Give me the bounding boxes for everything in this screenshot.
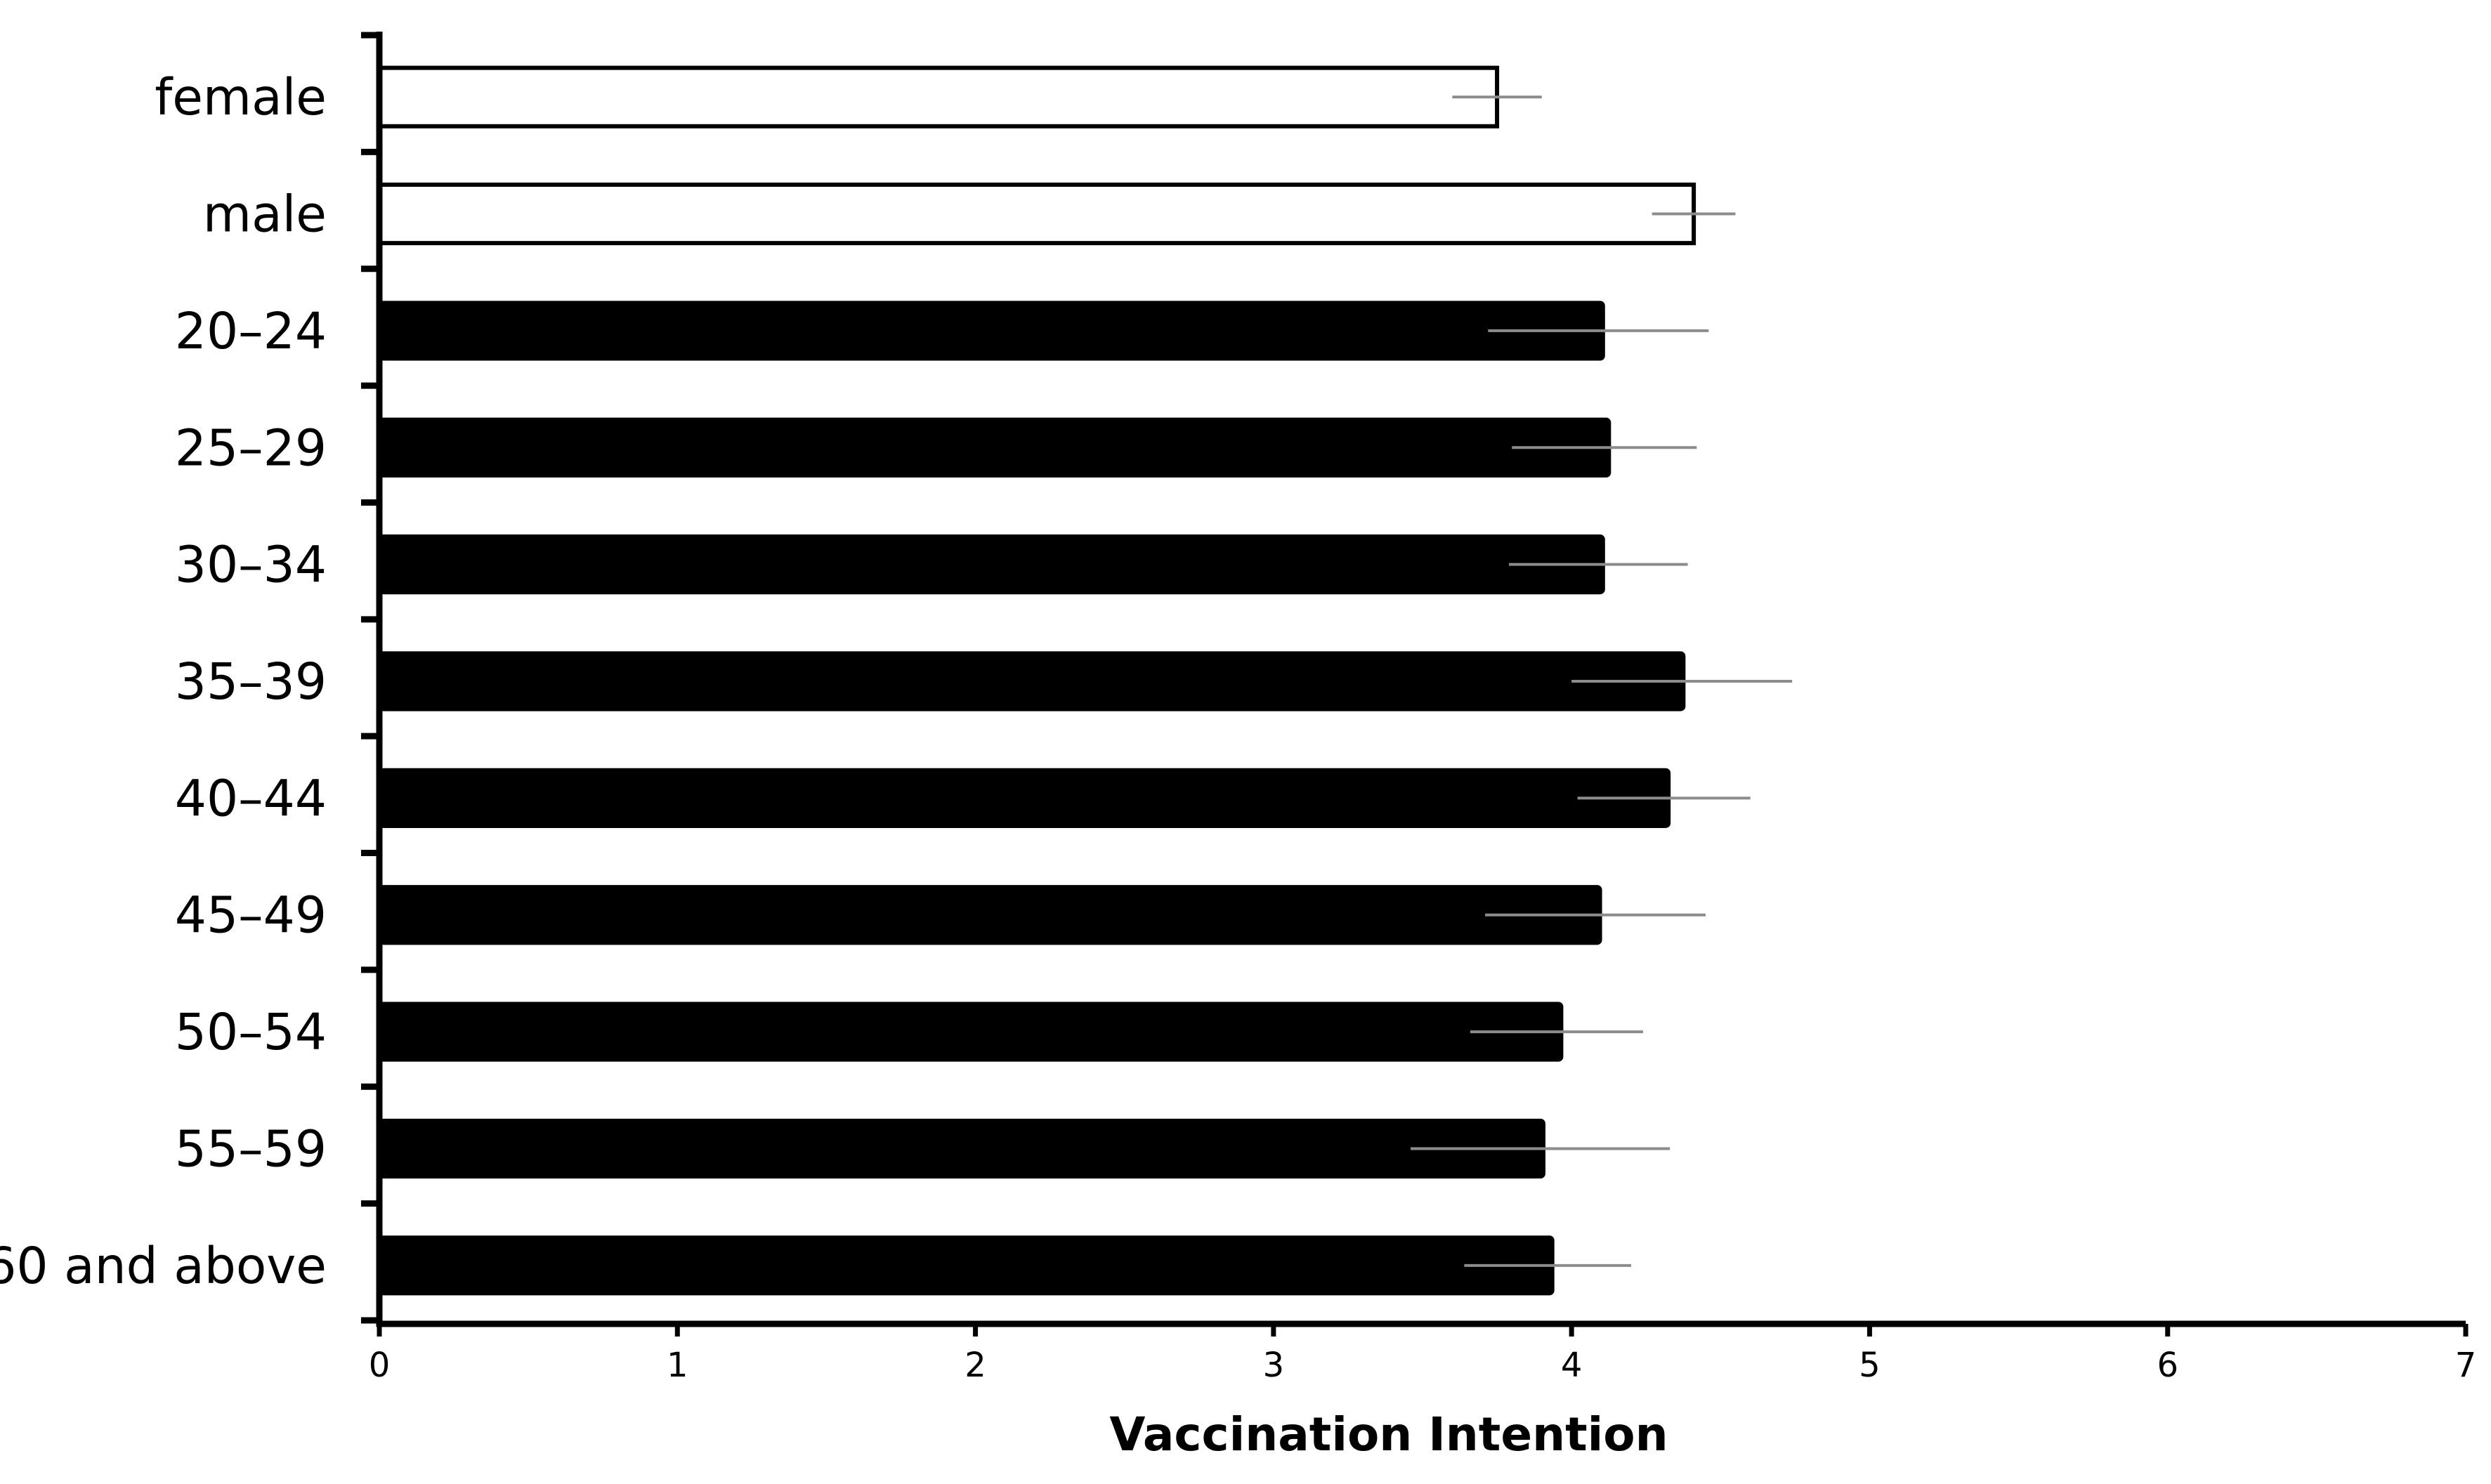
- error-bars-layer: [1411, 96, 1793, 1267]
- x-tick-label-1: 1: [667, 1346, 688, 1385]
- category-label-8: 50–54: [175, 1003, 327, 1061]
- bar-2: [379, 301, 1605, 361]
- x-tick-label-2: 2: [965, 1346, 986, 1385]
- bar-4: [379, 534, 1605, 595]
- category-label-10: 60 and above: [0, 1237, 327, 1295]
- bar-0: [377, 65, 1500, 129]
- x-tick-label-3: 3: [1263, 1346, 1285, 1385]
- category-label-4: 30–34: [175, 536, 327, 594]
- category-label-2: 20–24: [175, 302, 327, 360]
- bar-3: [379, 417, 1611, 478]
- x-tick-label-5: 5: [1859, 1346, 1881, 1385]
- category-label-6: 40–44: [175, 769, 327, 827]
- bar-6: [379, 768, 1671, 828]
- bar-7: [379, 885, 1602, 945]
- bar-5: [379, 651, 1686, 711]
- category-label-3: 25–29: [175, 419, 327, 477]
- category-label-1: male: [203, 185, 327, 244]
- bar-9: [379, 1118, 1545, 1179]
- bar-1: [377, 182, 1696, 246]
- bar-10: [379, 1235, 1555, 1296]
- bar-8: [379, 1002, 1564, 1062]
- x-tick-label-4: 4: [1561, 1346, 1583, 1385]
- labels-layer: female male 20–24 25–29 30–34 35–39 40–44 45–49…: [0, 68, 2476, 1385]
- axes-layer: [361, 32, 2469, 1337]
- x-tick-label-0: 0: [369, 1346, 391, 1385]
- category-label-5: 35–39: [175, 652, 327, 711]
- category-label-0: female: [155, 68, 327, 126]
- x-tick-label-6: 6: [2157, 1346, 2178, 1385]
- category-label-9: 55–59: [175, 1119, 327, 1178]
- category-label-7: 45–49: [175, 886, 327, 945]
- x-tick-label-7: 7: [2455, 1346, 2477, 1385]
- x-axis-title: Vaccination Intention: [1109, 1407, 1668, 1462]
- bars-layer: [377, 65, 1696, 1296]
